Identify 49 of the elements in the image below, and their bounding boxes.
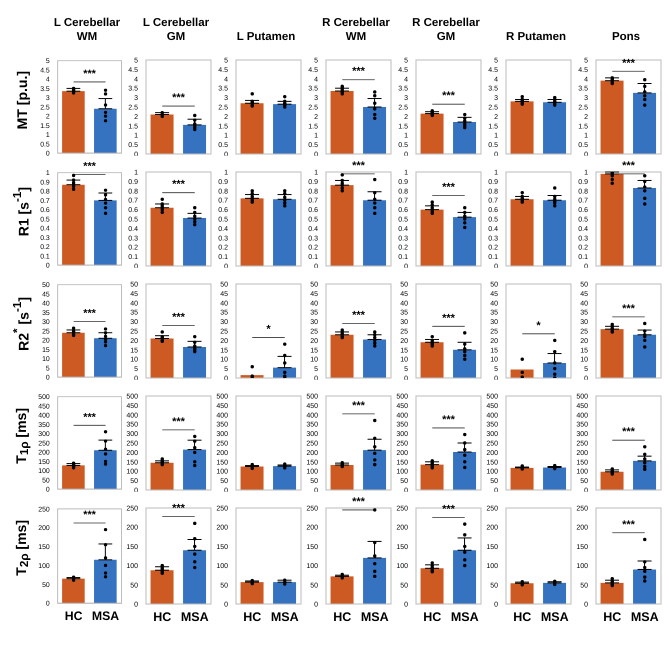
annotation: *** [172,416,186,428]
x-tick-label: HC [603,610,622,624]
annotation: *** [442,90,456,102]
chart-title: L Putamen [236,30,296,44]
annotation: * [536,320,542,332]
chart-title: R Putamen [504,30,568,44]
annotation: *** [622,426,636,438]
x-tick-label: MSA [630,610,659,624]
annotation: *** [172,178,186,191]
annotation: *** [352,400,366,412]
annotation: *** [352,66,366,78]
annotation: *** [622,302,636,315]
chart-title: L Cerebellar GM [142,16,210,44]
annotation: *** [442,182,456,194]
annotation: *** [82,308,96,320]
x-tick-label: MSA [180,610,209,624]
annotation: *** [82,509,96,522]
annotation: * [266,324,272,336]
annotation: *** [442,312,456,324]
annotation: *** [172,502,186,515]
annotation: *** [82,411,96,424]
chart-title: Pons [610,30,642,44]
x-tick-label: HC [243,610,262,624]
x-tick-label: HC [423,610,442,624]
x-tick-label: HC [64,608,82,623]
annotation: *** [442,414,456,426]
y-axis-title: MT [p.u.] [14,70,30,130]
text: *** [352,160,366,172]
x-tick-label: MSA [270,610,299,624]
chart-title: R Cerebellar WM [321,16,391,44]
annotation: *** [622,57,636,70]
annotation: *** [172,92,186,104]
annotation: *** [442,503,456,516]
text: *** [352,496,366,508]
text: *** [82,160,96,173]
annotation: *** [82,68,96,80]
annotation: *** [622,518,636,531]
chart-title: R Cerebellar GM [411,16,481,44]
x-tick-label: MSA [91,608,119,623]
x-tick-label: HC [513,610,532,624]
x-tick-label: MSA [360,610,389,624]
x-tick-label: HC [153,610,172,624]
x-tick-label: MSA [540,610,569,624]
x-tick-label: MSA [450,610,479,624]
x-tick-label: HC [333,610,352,624]
annotation: *** [172,311,186,324]
annotation: *** [352,309,366,322]
chart-title: L Cerebellar WM [52,16,122,44]
text: *** [622,160,636,172]
